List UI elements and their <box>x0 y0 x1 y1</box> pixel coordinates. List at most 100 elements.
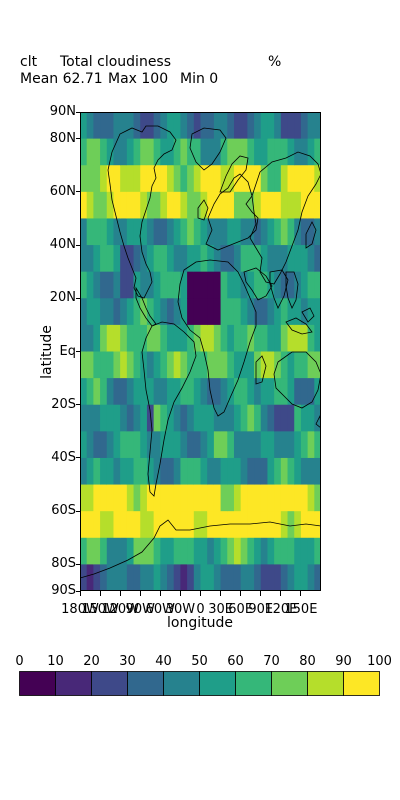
field-cell <box>187 351 195 379</box>
field-cell <box>173 218 181 246</box>
field-cell <box>160 484 168 512</box>
field-cell <box>267 404 275 432</box>
field-cell <box>187 484 195 512</box>
field-cell <box>314 191 321 219</box>
field-cell <box>287 271 295 299</box>
field-cell <box>314 271 321 299</box>
field-cell <box>207 378 215 406</box>
field-cell <box>93 245 101 273</box>
field-cell <box>106 112 114 140</box>
field-cell <box>200 165 208 193</box>
field-cell <box>287 431 295 459</box>
field-cell <box>280 165 289 193</box>
field-cell <box>140 484 148 512</box>
field-cell <box>254 298 262 326</box>
field-cell <box>267 298 275 326</box>
field-cell <box>113 138 121 166</box>
field-cell <box>260 218 268 246</box>
field-cell <box>260 564 268 591</box>
field-cell <box>274 112 282 140</box>
field-cell <box>233 271 242 299</box>
field-cell <box>267 271 275 299</box>
field-cell <box>93 431 101 459</box>
field-cell <box>173 324 181 352</box>
field-cell <box>173 112 181 140</box>
lat-tick-label: 20N <box>49 290 76 306</box>
field-cell <box>193 245 201 273</box>
field-cell <box>294 112 302 140</box>
field-cell <box>207 404 215 432</box>
field-cell <box>220 351 228 379</box>
field-cell <box>193 112 201 140</box>
field-cell <box>167 564 175 591</box>
field-cell <box>254 564 262 591</box>
lon-tick-mark <box>179 591 181 596</box>
field-cell <box>307 271 315 299</box>
field-cell <box>193 351 201 379</box>
field-cell <box>187 112 195 140</box>
field-cell <box>93 191 101 219</box>
field-cell <box>247 378 255 406</box>
field-cell <box>187 191 195 219</box>
field-cell <box>300 431 309 459</box>
field-cell <box>193 484 201 512</box>
field-cell <box>167 218 175 246</box>
field-cell <box>274 138 282 166</box>
field-cell <box>113 484 121 512</box>
field-cell <box>287 511 295 539</box>
field-cell <box>133 431 141 459</box>
field-cell <box>267 457 275 486</box>
field-cell <box>106 457 114 486</box>
field-cell <box>193 191 201 219</box>
field-cell <box>126 138 135 166</box>
field-cell <box>120 457 128 486</box>
field-cell <box>146 564 155 591</box>
field-cell <box>300 564 309 591</box>
field-cell <box>126 245 135 273</box>
field-cell <box>247 431 255 459</box>
field-cell <box>200 511 208 539</box>
lon-tick-mark <box>200 591 201 596</box>
mean-value: Mean 62.71 <box>20 71 103 87</box>
field-cell <box>254 218 262 246</box>
field-cell <box>80 165 88 193</box>
field-cell <box>254 191 262 219</box>
field-cell <box>120 245 128 273</box>
field-cell <box>200 271 208 299</box>
field-cell <box>146 324 155 352</box>
colorbar-swatch <box>55 671 92 696</box>
field-cell <box>314 457 321 486</box>
field-cell <box>280 112 289 140</box>
cloudiness-map <box>80 112 321 591</box>
field-cell <box>220 298 228 326</box>
field-cell <box>113 191 121 219</box>
field-cell <box>213 245 222 273</box>
field-cell <box>146 351 155 379</box>
field-cell <box>160 191 168 219</box>
field-cell <box>220 271 228 299</box>
field-cell <box>280 378 289 406</box>
colorbar-level-label: 100 <box>367 654 392 669</box>
lon-tick-mark <box>260 591 262 596</box>
field-cell <box>227 511 235 539</box>
field-cell <box>80 351 88 379</box>
lon-tick-mark <box>79 591 81 596</box>
field-cell <box>220 457 228 486</box>
field-cell <box>294 378 302 406</box>
field-cell <box>106 271 114 299</box>
field-cell <box>120 165 128 193</box>
field-cell <box>146 218 155 246</box>
field-cell <box>227 191 235 219</box>
field-cell <box>267 165 275 193</box>
field-cell <box>213 218 222 246</box>
field-cell <box>240 298 248 326</box>
field-cell <box>247 564 255 591</box>
field-cell <box>167 324 175 352</box>
field-cell <box>267 431 275 459</box>
colorbar-level-label: 80 <box>299 654 316 669</box>
field-cell <box>153 271 161 299</box>
field-cell <box>113 324 121 352</box>
field-cell <box>207 457 215 486</box>
field-cell <box>193 511 201 539</box>
field-cell <box>187 218 195 246</box>
